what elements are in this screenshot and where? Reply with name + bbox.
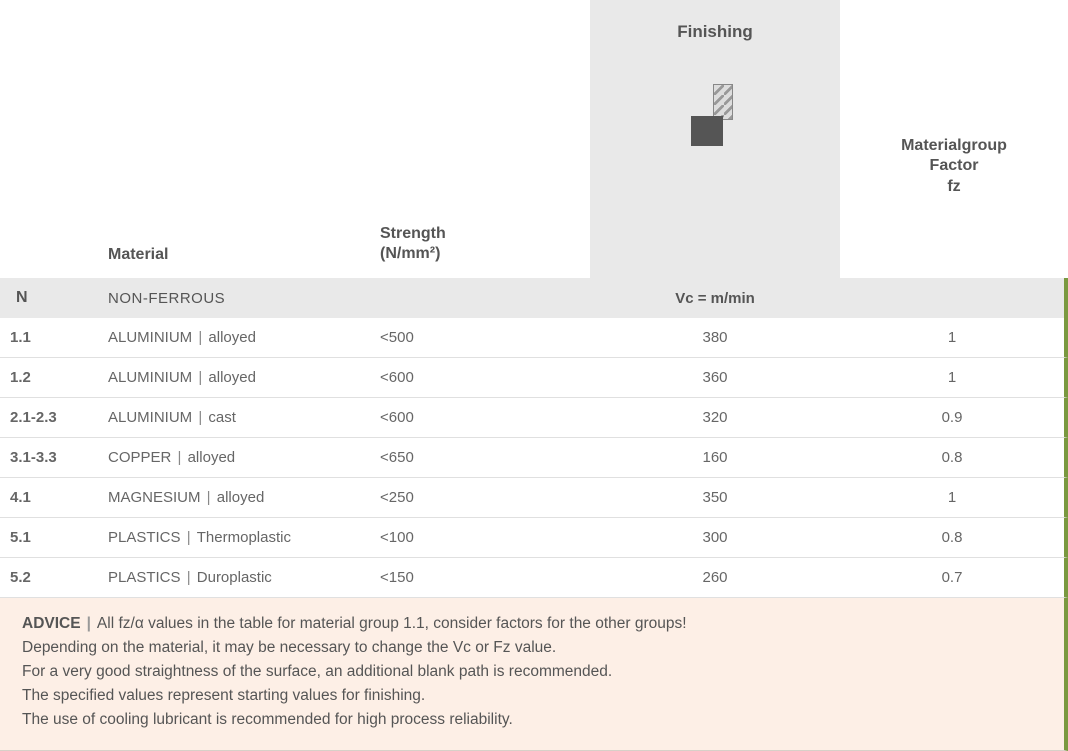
material-sub: alloyed: [217, 489, 265, 506]
row-vc: 160: [590, 449, 840, 466]
strength-line1: Strength: [380, 225, 446, 242]
row-code: 2.1-2.3: [0, 409, 100, 426]
row-code: 5.1: [0, 529, 100, 546]
row-strength: <600: [380, 369, 590, 386]
advice-line-0: All fz/α values in the table for materia…: [97, 615, 687, 632]
advice-separator: |: [87, 615, 91, 632]
table-header: Material Strength (N/mm²) Finishing Mate…: [0, 0, 1068, 278]
table-row: 5.1PLASTICS | Thermoplastic<1003000.8: [0, 518, 1068, 558]
row-material: ALUMINIUM | alloyed: [100, 329, 380, 346]
header-finishing-col: Finishing: [590, 0, 840, 278]
advice-line-2: For a very good straightness of the surf…: [22, 663, 612, 680]
material-separator: |: [183, 529, 195, 546]
row-strength: <500: [380, 329, 590, 346]
table-row: 1.1ALUMINIUM | alloyed<5003801: [0, 318, 1068, 358]
header-strength-label: Strength (N/mm²): [380, 224, 590, 278]
factor-line3: fz: [947, 178, 960, 195]
row-material: MAGNESIUM | alloyed: [100, 489, 380, 506]
row-code: 1.2: [0, 369, 100, 386]
factor-line1: Materialgroup: [901, 137, 1007, 154]
material-separator: |: [194, 409, 206, 426]
row-strength: <100: [380, 529, 590, 546]
row-vc: 300: [590, 529, 840, 546]
finishing-label: Finishing: [677, 22, 753, 42]
material-sub: cast: [208, 409, 236, 426]
advice-box: ADVICE | All fz/α values in the table for …: [0, 598, 1068, 751]
material-main: PLASTICS: [108, 569, 181, 586]
material-sub: alloyed: [208, 369, 256, 386]
table-row: 1.2ALUMINIUM | alloyed<6003601: [0, 358, 1068, 398]
material-main: MAGNESIUM: [108, 489, 201, 506]
material-separator: |: [183, 569, 195, 586]
row-material: ALUMINIUM | alloyed: [100, 369, 380, 386]
row-fz: 0.8: [840, 449, 1064, 466]
material-main: PLASTICS: [108, 529, 181, 546]
row-fz: 0.8: [840, 529, 1064, 546]
row-strength: <600: [380, 409, 590, 426]
material-main: ALUMINIUM: [108, 329, 192, 346]
material-separator: |: [203, 489, 215, 506]
row-fz: 1: [840, 329, 1064, 346]
row-material: ALUMINIUM | cast: [100, 409, 380, 426]
category-vc-label: Vc = m/min: [590, 290, 840, 307]
row-strength: <250: [380, 489, 590, 506]
row-vc: 260: [590, 569, 840, 586]
table-row: 4.1MAGNESIUM | alloyed<2503501: [0, 478, 1068, 518]
row-vc: 360: [590, 369, 840, 386]
table-row: 2.1-2.3ALUMINIUM | cast<6003200.9: [0, 398, 1068, 438]
row-material: PLASTICS | Thermoplastic: [100, 529, 380, 546]
header-factor-label: Materialgroup Factor fz: [840, 136, 1068, 278]
material-main: COPPER: [108, 449, 171, 466]
row-code: 3.1-3.3: [0, 449, 100, 466]
row-material: COPPER | alloyed: [100, 449, 380, 466]
table-row: 5.2PLASTICS | Duroplastic<1502600.7: [0, 558, 1068, 598]
row-fz: 0.7: [840, 569, 1064, 586]
advice-line-1: Depending on the material, it may be nec…: [22, 639, 556, 656]
strength-line2: (N/mm²): [380, 245, 440, 262]
material-main: ALUMINIUM: [108, 409, 192, 426]
material-separator: |: [194, 329, 206, 346]
row-strength: <650: [380, 449, 590, 466]
material-sub: Duroplastic: [197, 569, 272, 586]
category-code: N: [0, 289, 100, 307]
material-main: ALUMINIUM: [108, 369, 192, 386]
row-vc: 350: [590, 489, 840, 506]
category-row: N NON-FERROUS Vc = m/min: [0, 278, 1068, 318]
row-code: 1.1: [0, 329, 100, 346]
row-material: PLASTICS | Duroplastic: [100, 569, 380, 586]
data-rows-container: 1.1ALUMINIUM | alloyed<50038011.2ALUMINI…: [0, 318, 1068, 598]
row-code: 4.1: [0, 489, 100, 506]
row-fz: 1: [840, 369, 1064, 386]
row-code: 5.2: [0, 569, 100, 586]
header-material-label: Material: [100, 246, 380, 278]
material-sub: Thermoplastic: [197, 529, 291, 546]
material-separator: |: [194, 369, 206, 386]
row-strength: <150: [380, 569, 590, 586]
row-vc: 380: [590, 329, 840, 346]
row-vc: 320: [590, 409, 840, 426]
cutting-data-table: Material Strength (N/mm²) Finishing Mate…: [0, 0, 1068, 751]
advice-label: ADVICE: [22, 615, 81, 632]
row-fz: 1: [840, 489, 1064, 506]
material-sub: alloyed: [208, 329, 256, 346]
advice-line-3: The specified values represent starting …: [22, 687, 425, 704]
advice-line-4: The use of cooling lubricant is recommen…: [22, 711, 513, 728]
material-separator: |: [173, 449, 185, 466]
endmill-icon: [691, 82, 739, 146]
row-fz: 0.9: [840, 409, 1064, 426]
factor-line2: Factor: [930, 157, 979, 174]
material-sub: alloyed: [188, 449, 236, 466]
table-row: 3.1-3.3COPPER | alloyed<6501600.8: [0, 438, 1068, 478]
category-name: NON-FERROUS: [100, 290, 380, 307]
